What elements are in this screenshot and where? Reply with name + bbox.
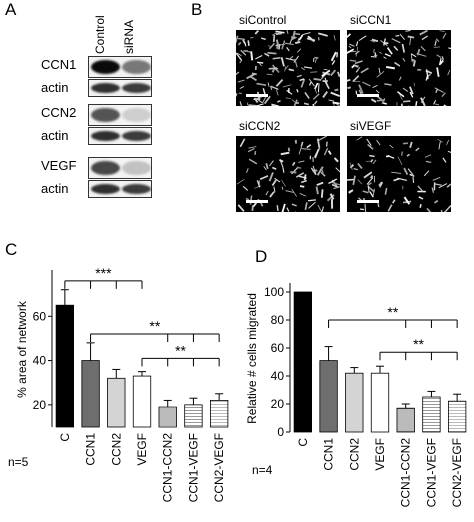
x-tick-label: CCN1-CCN2 (161, 433, 175, 503)
chart-d-cell-migration: 0 20 40 60 80 100 Relative # cells migrated C CC… (245, 283, 467, 508)
significance-stars: ** (387, 304, 398, 320)
blot-column-label-control: Control (93, 15, 107, 54)
sample-size-label: n=4 (252, 463, 273, 477)
blot-strip-actin (88, 127, 152, 145)
x-tick-label: CCN1-VEGF (424, 438, 438, 507)
panel-c-letter: C (5, 240, 18, 259)
blot-band (91, 108, 120, 122)
micrograph-image (347, 136, 451, 212)
bar-c (293, 291, 312, 433)
blot-strip-actin (88, 79, 152, 97)
significance-stars: ** (413, 336, 424, 352)
blot-row-label-actin: actin (41, 181, 69, 196)
scale-bar (357, 200, 379, 203)
bar-ccn2-vegf (209, 400, 229, 428)
blot-strip-ccn1 (88, 56, 152, 78)
blot-band (91, 161, 120, 175)
bar-ccn1-vegf (422, 396, 441, 433)
bar-ccn1-vegf (184, 404, 203, 428)
x-tick-label: CCN2-VEGF (450, 438, 464, 507)
blot-column-label-sirna: siRNA (122, 19, 136, 54)
y-tick-label: 60 (271, 341, 285, 355)
blot-row-label-vegf: VEGF (41, 158, 77, 173)
blot-row-label-actin: actin (41, 80, 69, 95)
x-tick-label: CCN2 (109, 433, 123, 466)
y-tick-label: 60 (33, 309, 47, 323)
bar-vegf (370, 372, 390, 433)
blot-strip-ccn2 (88, 104, 152, 126)
bar-ccn2 (107, 377, 126, 428)
bar-ccn1-ccn2 (396, 407, 415, 433)
y-tick-label: 40 (271, 369, 285, 383)
bar-ccn1-ccn2 (158, 406, 177, 428)
scale-bar (246, 200, 268, 203)
bar-ccn2-vegf (447, 400, 467, 433)
micrograph-image (236, 30, 340, 106)
blot-band (91, 131, 120, 141)
blot-row-label-ccn2: CCN2 (41, 105, 77, 120)
y-tick-label: 20 (33, 398, 47, 412)
blot-band (91, 60, 120, 74)
bar-ccn1 (81, 360, 100, 428)
micrograph-label: siControl (239, 13, 287, 27)
blot-band (122, 83, 151, 93)
bar-ccn1 (319, 360, 338, 433)
bar-ccn2 (345, 372, 364, 433)
blot-band (122, 131, 151, 141)
x-tick-label: CCN1 (84, 433, 98, 466)
blot-band (122, 108, 151, 122)
chart-c-network-area: 20 40 60 % area of network C CCN1 CCN2 VEGF CCN1… (8, 265, 229, 503)
micrograph-label: siVEGF (350, 119, 392, 133)
blot-band (91, 184, 120, 194)
x-tick-label: CCN1-VEGF (186, 433, 200, 502)
x-tick-label: CCN2-VEGF (212, 433, 226, 502)
blot-row-label-ccn1: CCN1 (41, 57, 77, 72)
y-axis-label: Relative # cells migrated (245, 293, 259, 424)
significance-stars: *** (95, 265, 112, 281)
x-tick-label: C (58, 433, 72, 442)
x-tick-label: CCN1-CCN2 (399, 438, 413, 508)
x-tick-label: CCN2 (347, 438, 361, 471)
blot-strip-vegf (88, 157, 152, 179)
blot-band (122, 60, 151, 74)
x-tick-label: C (296, 438, 310, 447)
panel-d-letter: D (255, 247, 268, 266)
micrograph-image (347, 30, 451, 106)
x-tick-label: VEGF (373, 438, 387, 471)
panel-b-letter: B (191, 0, 203, 19)
y-axis-label: % area of network (15, 300, 29, 398)
blot-band (91, 83, 120, 93)
significance-stars: ** (175, 342, 186, 358)
x-tick-label: VEGF (135, 433, 149, 466)
y-tick-label: 0 (277, 425, 284, 439)
micrograph-image (236, 136, 340, 212)
y-tick-label: 80 (271, 313, 285, 327)
scale-bar (357, 94, 379, 97)
micrograph-label: siCCN2 (239, 119, 281, 133)
blot-strip-actin (88, 180, 152, 198)
y-tick-label: 40 (33, 354, 47, 368)
blot-row-label-actin: actin (41, 128, 69, 143)
bar-vegf (132, 375, 152, 428)
sample-size-label: n=5 (8, 455, 29, 469)
scale-bar (246, 94, 268, 97)
bar-c (55, 304, 74, 428)
y-tick-label: 100 (264, 285, 284, 299)
y-tick-label: 20 (271, 397, 285, 411)
panel-a-letter: A (5, 0, 17, 19)
blot-band (122, 184, 151, 194)
blot-band (122, 161, 151, 175)
significance-stars: ** (149, 318, 160, 334)
x-tick-label: CCN1 (322, 438, 336, 471)
micrograph-label: siCCN1 (350, 13, 392, 27)
